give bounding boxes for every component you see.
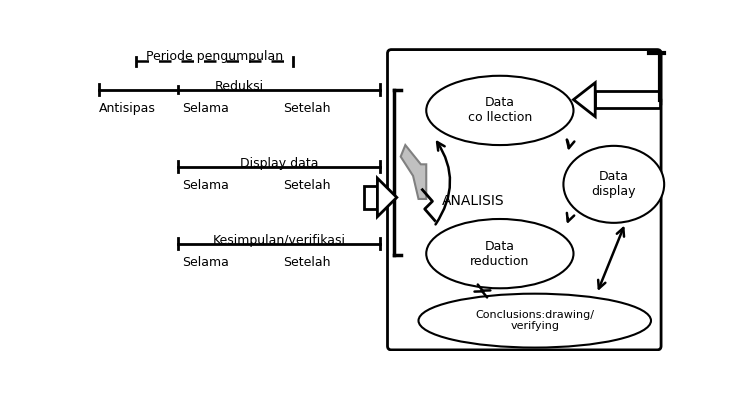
Polygon shape xyxy=(365,186,377,209)
Ellipse shape xyxy=(418,294,651,348)
Ellipse shape xyxy=(426,219,574,288)
FancyBboxPatch shape xyxy=(388,50,661,350)
Text: Conclusions:drawing/
verifying: Conclusions:drawing/ verifying xyxy=(475,310,594,331)
Text: Selama: Selama xyxy=(182,256,229,269)
Text: Antisipas: Antisipas xyxy=(99,102,156,115)
Ellipse shape xyxy=(426,76,574,145)
Polygon shape xyxy=(401,145,426,199)
Text: Selama: Selama xyxy=(182,179,229,192)
Polygon shape xyxy=(574,83,595,117)
Text: Reduksi: Reduksi xyxy=(215,80,264,93)
Text: Selama: Selama xyxy=(182,102,229,115)
Text: ANALISIS: ANALISIS xyxy=(441,194,504,208)
Text: Setelah: Setelah xyxy=(283,102,330,115)
Text: Kesimpulan/verifikasi: Kesimpulan/verifikasi xyxy=(213,234,345,247)
Polygon shape xyxy=(377,178,397,217)
Text: Data
display: Data display xyxy=(591,170,636,198)
Text: Data
reduction: Data reduction xyxy=(470,240,530,268)
Polygon shape xyxy=(595,91,661,108)
Text: Setelah: Setelah xyxy=(283,256,330,269)
Ellipse shape xyxy=(563,146,664,223)
Text: Setelah: Setelah xyxy=(283,179,330,192)
Text: Data
co llection: Data co llection xyxy=(468,97,532,125)
Text: Display data: Display data xyxy=(240,157,318,170)
Text: Periode pengumpulan: Periode pengumpulan xyxy=(146,50,283,63)
